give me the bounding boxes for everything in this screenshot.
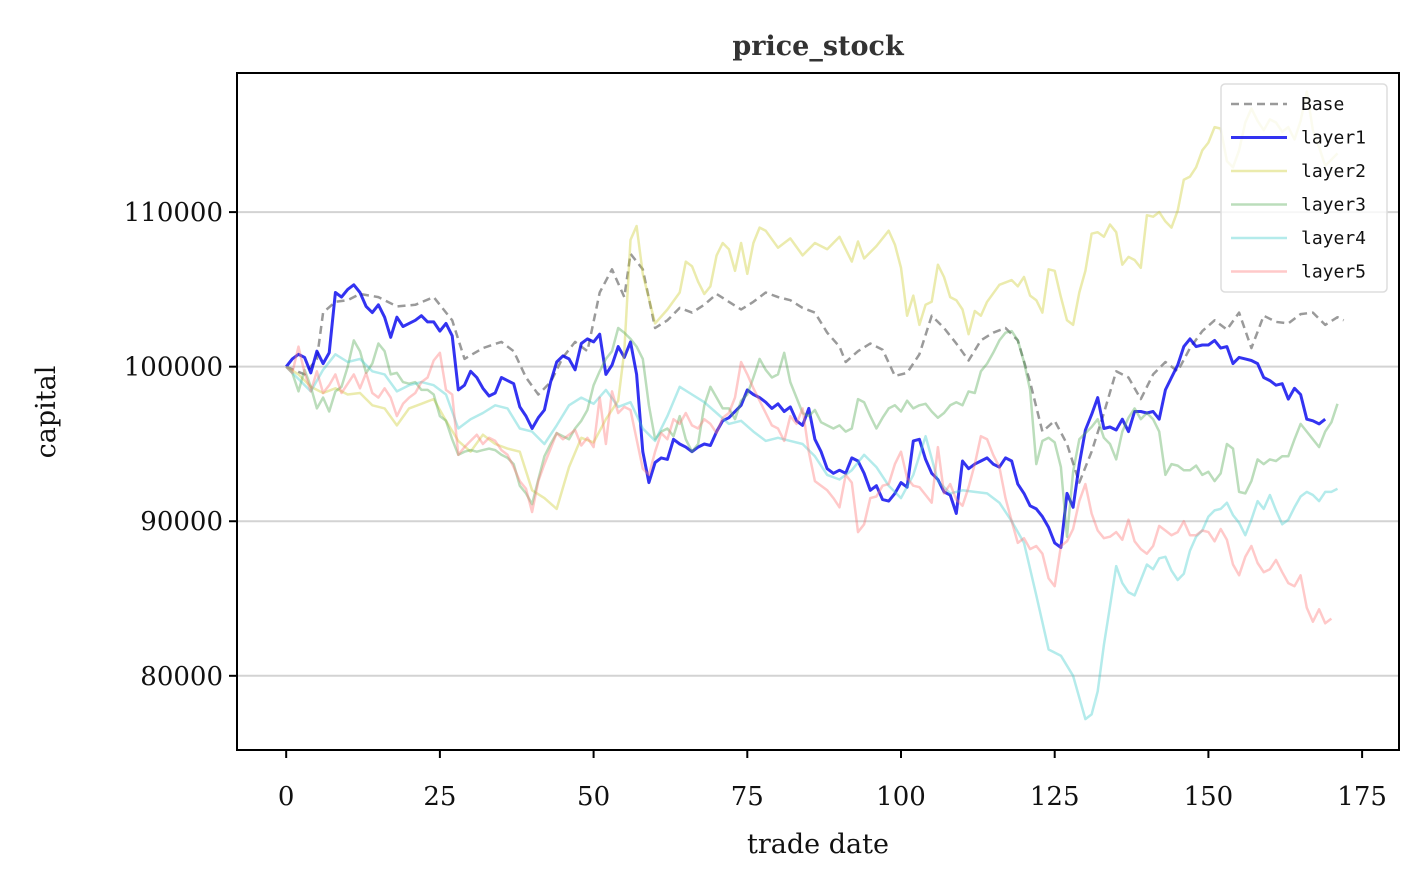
series-line-layer3 [285, 326, 1339, 538]
series-line-Base [285, 252, 1345, 484]
x-tick-label: 50 [577, 782, 610, 812]
axis-ticks: 80000 90000 100000 110000 0 25 50 75 100 125 150 17… [124, 198, 1387, 812]
series-line-layer2 [285, 90, 1339, 511]
y-tick-label: 100000 [124, 353, 223, 383]
gridlines [237, 211, 1399, 677]
x-tick-label: 100 [876, 782, 926, 812]
x-axis-label: trade date [747, 829, 889, 860]
legend-label-layer3: layer3 [1301, 195, 1366, 216]
x-tick-label: 175 [1337, 782, 1387, 812]
x-tick-label: 125 [1030, 782, 1080, 812]
x-tick-label: 0 [278, 782, 295, 812]
legend: Base layer1 layer2 layer3 layer4 layer5 [1220, 83, 1388, 293]
x-tick-label: 25 [423, 782, 456, 812]
legend-label-Base: Base [1301, 94, 1344, 115]
legend-label-layer1: layer1 [1301, 128, 1366, 149]
x-tick-label: 150 [1184, 782, 1234, 812]
y-tick-label: 90000 [140, 507, 223, 537]
x-tick-label: 75 [731, 782, 764, 812]
y-axis-label: capital [31, 366, 62, 459]
legend-label-layer4: layer4 [1301, 228, 1366, 249]
y-tick-label: 110000 [124, 198, 223, 228]
series-line-layer5 [285, 345, 1333, 625]
legend-label-layer5: layer5 [1301, 262, 1366, 283]
series-line-layer1 [285, 283, 1327, 549]
axes-frame [236, 72, 1400, 751]
plot-area [285, 90, 1345, 721]
legend-label-layer2: layer2 [1301, 161, 1366, 182]
series-line-layer4 [285, 353, 1339, 721]
chart-title: price_stock [732, 31, 905, 62]
y-tick-label: 80000 [140, 662, 223, 692]
